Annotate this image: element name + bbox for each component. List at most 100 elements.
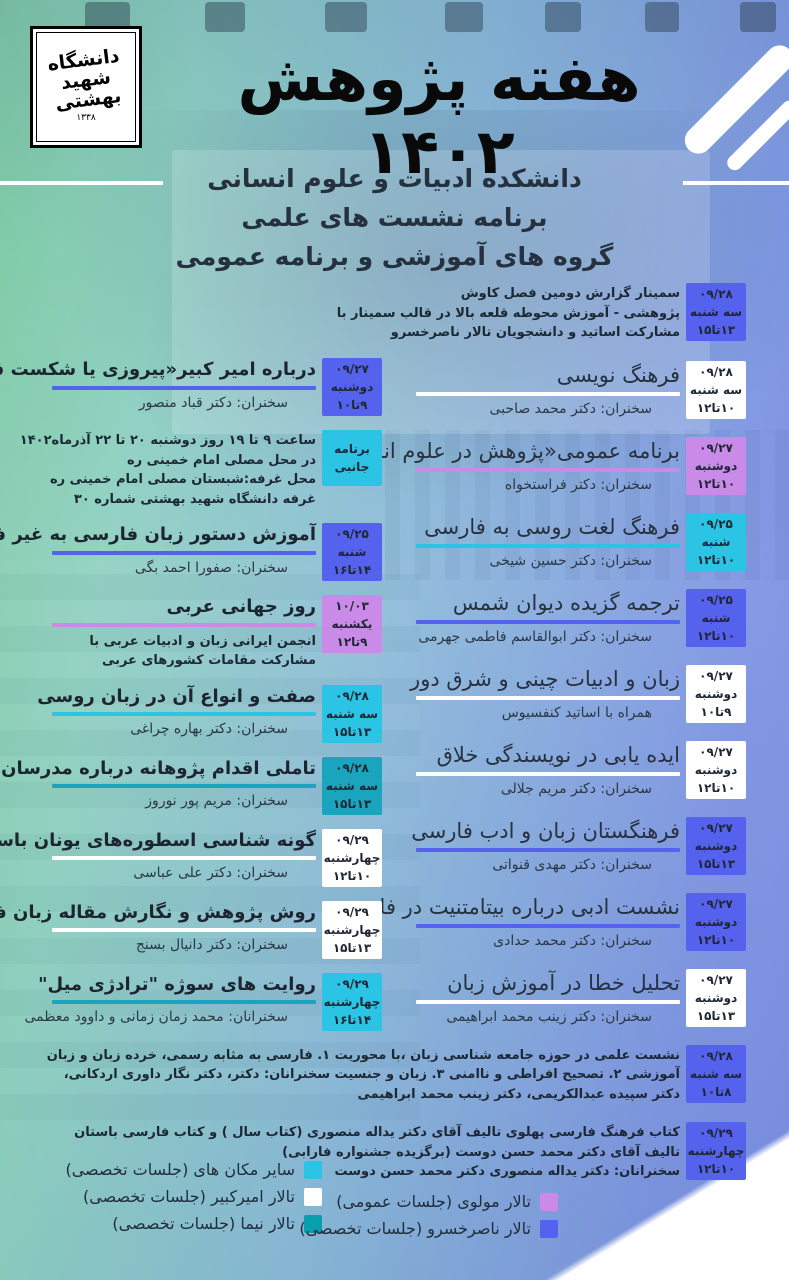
- event-card: ۰۹/۲۸ سه شنبه ۱۳تا۱۵ تاملی اقدام پژوهانه د…: [0, 756, 382, 815]
- badge-line: ۰۹/۲۸: [699, 364, 733, 379]
- event-underline-bar: [416, 467, 680, 472]
- event-content: برنامه عمومی«پژوهش در علوم انسانی» سخنرا…: [322, 437, 680, 493]
- event-speaker: سخنران: دکتر علی عباسی: [133, 865, 288, 881]
- description-line: کتاب فرهنگ فارسی پهلوی تالیف آقای دکتر ی…: [74, 1125, 680, 1140]
- description-line: مشارکت اساتید و دانشجویان تالار ناصرخسرو: [390, 325, 680, 340]
- event-card: ۰۹/۲۷ دوشنبه ۱۰تا۱۲ ایده یابی در نویسندگی …: [416, 740, 746, 799]
- description-line: تالیف آقای دکتر محمد حسن دوست (برگزیده ج…: [282, 1144, 680, 1160]
- event-content: سمینار گزارش دومین فصل کاوش پژوهشی - آموز…: [336, 283, 680, 343]
- badge-line: ۰۹/۲۵: [699, 516, 733, 531]
- event-title: روایت های سوژه "ترادژی میل": [38, 973, 316, 995]
- top-photo-strip: [445, 2, 483, 32]
- badge-line: شنبه: [337, 545, 367, 559]
- badge-line: ۱۳تا۱۵: [332, 796, 372, 811]
- badge-line: ۱۰تا۱۲: [696, 932, 736, 947]
- event-title: گونه شناسی اسطوره‌های یونان باستان: [0, 829, 316, 851]
- top-photo-strip: [205, 2, 245, 32]
- event-underline-bar: [52, 784, 316, 788]
- badge-line: ۱۳تا۱۵: [696, 323, 736, 337]
- event-speaker: سخنران: مریم پور نوروز: [145, 793, 288, 809]
- badge-line: ۰۹/۲۹: [335, 976, 369, 991]
- badge-line: برنامه: [334, 442, 370, 456]
- top-photo-strip: [645, 2, 679, 32]
- badge-line: ۰۹/۲۵: [335, 527, 369, 541]
- badge-line: ۰۹/۲۸: [335, 688, 369, 703]
- badge-line: چهارشنبه: [323, 994, 381, 1009]
- date-badge: ۰۹/۲۹ چهارشنبه ۱۳تا۱۵: [322, 900, 382, 959]
- legend-label: تالار ناصرخسرو (جلسات تخصصی): [299, 1219, 531, 1238]
- legend-color-swatch: [540, 1192, 558, 1211]
- badge-line: ۱۴تا۱۶: [332, 563, 372, 577]
- legend-color-swatch: [304, 1187, 322, 1206]
- badge-line: ۰۹/۲۷: [699, 744, 733, 759]
- event-card: ۰۹/۲۵ شنبه ۱۴تا۱۶ آموزش دستور زبان فارسی ب…: [0, 523, 382, 581]
- badge-line: دوشنبه: [694, 838, 738, 853]
- event-description-lines: سمینار گزارش دومین فصل کاوش پژوهشی - آموز…: [336, 284, 680, 343]
- badge-line: یکشنبه: [331, 617, 373, 631]
- badge-line: سه شنبه: [325, 706, 379, 721]
- badge-line: سه شنبه: [689, 1066, 743, 1081]
- event-content: زبان و ادبیات چینی و شرق دور همراه با اس…: [410, 665, 680, 721]
- description-line: پژوهشی - آموزش محوطه قلعه بالا در قالب س…: [336, 305, 680, 321]
- event-card: ۰۹/۲۵ شنبه ۱۰تا۱۲ فرهنگ لغت روسی به فارسی …: [416, 512, 746, 571]
- event-content: درباره امیر کبیر«پیروزی یا شکست قاجاریه»…: [0, 358, 316, 411]
- badge-line: جانبی: [334, 460, 370, 474]
- event-underline-bar: [416, 391, 680, 396]
- event-content: صفت و انواع آن در زبان روسی سخنران: دکتر…: [37, 685, 316, 737]
- event-title: صفت و انواع آن در زبان روسی: [37, 685, 316, 707]
- badge-line: دوشنبه: [694, 762, 738, 777]
- event-card: ۰۹/۲۹ چهارشنبه ۱۰تا۱۲ گونه شناسی اسطوره‌ها…: [0, 828, 382, 887]
- badge-line: ۱۰تا۱۲: [696, 780, 736, 795]
- event-speaker: سخنران: دکتر قباد منصور: [138, 394, 288, 411]
- event-underline-bar: [52, 622, 316, 627]
- event-title: برنامه عمومی«پژوهش در علوم انسانی»: [322, 438, 680, 463]
- event-speaker: همراه با اساتید کنفسیوس: [501, 704, 652, 721]
- legend-label: تالار نیما (جلسات تخصصی): [112, 1214, 295, 1233]
- badge-line: ۱۰تا۱۲: [332, 868, 372, 883]
- badge-line: دوشنبه: [330, 380, 374, 394]
- university-logo-text: دانشگاه شهید بهشتی: [46, 44, 123, 115]
- date-badge: ۰۹/۲۵ شنبه ۱۰تا۱۲: [686, 512, 746, 571]
- event-title: نشست ادبی درباره بیتامتنیت در فاوست: [331, 894, 680, 919]
- badge-line: چهارشنبه: [687, 1144, 745, 1158]
- badge-line: ۰۹/۲۸: [699, 287, 733, 301]
- date-badge: ۰۹/۲۵ شنبه ۱۴تا۱۶: [322, 523, 382, 581]
- divider-line-right: [683, 181, 789, 185]
- badge-line: دوشنبه: [694, 686, 738, 701]
- event-card: ۱۰/۰۳ یکشنبه ۹تا۱۲ روز جهانی عربی انجمن ای…: [52, 595, 382, 671]
- event-description-lines: انجمن ایرانی زبان و ادبیات عربی با مشارکت…: [52, 632, 316, 671]
- event-content: فرهنگ لغت روسی به فارسی سخنران: دکتر حسی…: [416, 513, 680, 569]
- event-content: فرهنگستان زبان و ادب فارسی سخنران: دکتر …: [411, 817, 680, 873]
- event-underline-bar: [52, 928, 316, 932]
- date-badge: ۰۹/۲۷ دوشنبه ۱۰تا۱۲: [686, 892, 746, 951]
- event-content: روش پژوهش و نگارش مقاله زبان فرانسه سخنر…: [0, 901, 316, 953]
- date-badge: ۰۹/۲۹ چهارشنبه ۱۰تا۱۲: [686, 1122, 746, 1180]
- event-content: تحلیل خطا در آموزش زبان سخنران: دکتر زین…: [416, 969, 680, 1025]
- event-content: کتاب فرهنگ فارسی پهلوی تالیف آقای دکتر ی…: [74, 1122, 680, 1182]
- description-line: نشست علمی در حوزه جامعه شناسی زبان ،با م…: [46, 1047, 680, 1063]
- event-speaker: سخنران: دکتر مهدی قنواتی: [492, 856, 652, 873]
- event-content: ایده یابی در نویسندگی خلاق سخنران: دکتر …: [416, 741, 680, 797]
- date-badge: ۰۹/۲۷ دوشنبه ۱۳تا۱۵: [686, 968, 746, 1027]
- legend-color-swatch: [304, 1160, 322, 1179]
- event-card: ۰۹/۲۸ سه شنبه ۸تا۱۰ نشست علمی در حوزه جامع…: [46, 1044, 746, 1105]
- badge-line: ۰۹/۲۹: [335, 832, 369, 847]
- event-card: ۰۹/۲۷ دوشنبه ۱۳تا۱۵ فرهنگستان زبان و ادب ف…: [411, 816, 746, 875]
- badge-line: ۰۹/۲۹: [335, 904, 369, 919]
- event-title: ایده یابی در نویسندگی خلاق: [436, 742, 680, 767]
- event-title: تحلیل خطا در آموزش زبان: [447, 970, 680, 995]
- badge-line: ۱۰تا۱۲: [696, 1162, 736, 1176]
- badge-line: سه شنبه: [689, 305, 743, 319]
- date-badge: ۰۹/۲۸ سه شنبه ۱۳تا۱۵: [686, 283, 746, 341]
- event-speaker: سخنرانان: محمد زمان زمانی و داوود معظمی: [24, 1009, 288, 1025]
- date-badge: ۰۹/۲۹ چهارشنبه ۱۴تا۱۶: [322, 972, 382, 1031]
- badge-line: ۸تا۱۰: [700, 1084, 732, 1099]
- badge-line: چهارشنبه: [323, 850, 381, 865]
- event-card: ۰۹/۲۸ سه شنبه ۱۳تا۱۵ سمینار گزارش دومین فص…: [336, 283, 746, 343]
- legend-label: سایر مکان های (جلسات تخصصی): [65, 1160, 295, 1179]
- event-content: ترجمه گزیده دیوان شمس سخنران: دکتر ابوال…: [416, 589, 680, 645]
- badge-line: سه شنبه: [325, 778, 379, 793]
- event-card: ۰۹/۲۸ سه شنبه ۱۳تا۱۵ صفت و انواع آن در زبا…: [37, 684, 382, 743]
- badge-line: ۱۴تا۱۶: [332, 1012, 372, 1027]
- event-speaker: سخنران: دکتر دانیال بسنج: [135, 937, 288, 953]
